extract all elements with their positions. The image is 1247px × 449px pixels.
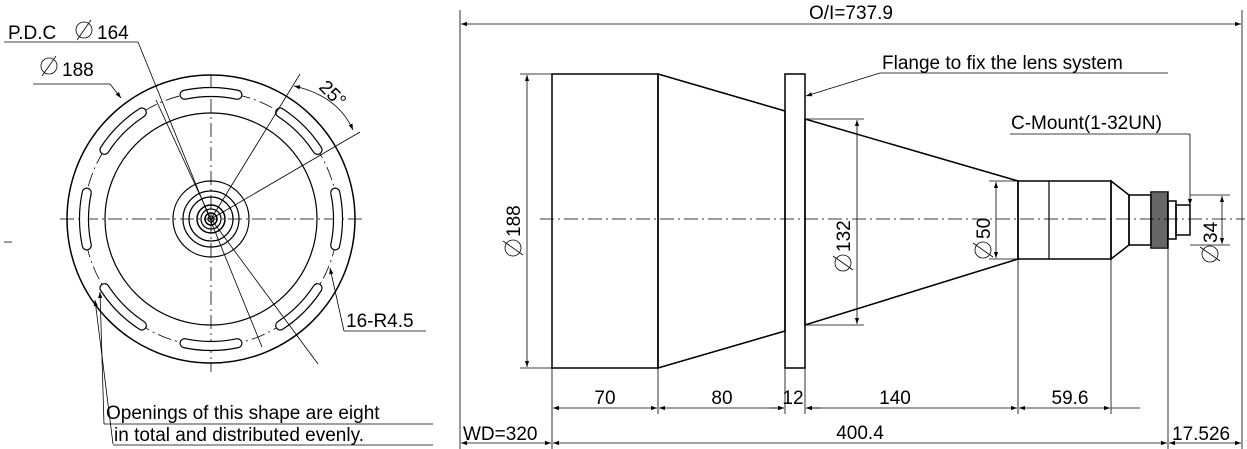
knurl-lines [1152, 193, 1168, 247]
seg80-label: 80 [711, 388, 732, 409]
inner-circle [104, 112, 318, 326]
angle-25-label: 25° [314, 77, 349, 112]
barrel-taper [1110, 179, 1130, 261]
oi-label: O/I=737.9 [809, 3, 893, 24]
mounting-flange [784, 73, 806, 369]
wd-label: WD=320 [463, 424, 537, 445]
pdc-value: 164 [97, 23, 129, 44]
front-cylinder [551, 73, 659, 369]
cmount-body [1128, 194, 1152, 246]
dim34-value: 34 [1201, 221, 1222, 243]
hub-circle-4 [196, 204, 226, 234]
dim132-label-group: 132 [832, 220, 855, 272]
dim188-label-group: 188 [502, 205, 525, 257]
dim50-value: 50 [974, 218, 995, 239]
angle-25-arc [293, 85, 354, 131]
cmount-note: C-Mount(1-32UN) [1011, 113, 1162, 134]
seg12-label: 12 [782, 388, 803, 409]
slot-opening [78, 187, 92, 251]
flange-note: Flange to fix the lens system [882, 53, 1123, 74]
angle-ray-4 [155, 99, 212, 220]
dim188-value: 188 [504, 205, 525, 237]
slot-openings [78, 86, 344, 352]
flange-note-leader [805, 72, 881, 97]
dim34-label-group: 34 [1199, 221, 1222, 263]
back-focal-label: 17.526 [1172, 424, 1230, 445]
dim50-label-group: 50 [972, 218, 995, 259]
slot-opening [99, 283, 147, 331]
radius-label: 16-R4.5 [346, 311, 414, 332]
dia188-value: 188 [62, 60, 94, 81]
dia188-diameter-symbol-icon [40, 55, 58, 77]
hub-circle-2 [182, 190, 240, 248]
slot-opening [275, 107, 323, 155]
seg70-label: 70 [594, 388, 615, 409]
total-400-label: 400.4 [836, 423, 884, 444]
side-view: O/I=737.9 188 [459, 3, 1245, 449]
cmount-step [1167, 200, 1177, 240]
openings-note-line2: in total and distributed evenly. [114, 425, 364, 446]
dia188-leader-diagonal [109, 83, 122, 99]
pdc-label: P.D.C [8, 23, 56, 44]
radius-leader-diagonal [329, 267, 345, 332]
front-cone [657, 73, 786, 369]
openings-note-line1: Openings of this shape are eight [106, 403, 380, 424]
hub-circle-5 [200, 208, 222, 230]
outer-circle [66, 74, 356, 364]
slot-opening [179, 338, 243, 352]
hub-circle-1 [172, 180, 250, 258]
slot-opening [275, 283, 323, 331]
angle-ray-1 [210, 73, 301, 220]
angle-ray-2 [210, 131, 361, 220]
cmount-thread [1175, 204, 1191, 236]
seg59-label: 59.6 [1052, 388, 1089, 409]
note-leader-2 [93, 299, 114, 445]
pdc-diameter-symbol-icon [75, 19, 93, 41]
slot-opening [99, 107, 147, 155]
hub-circle-6 [204, 212, 218, 226]
slot-opening [330, 187, 344, 251]
dim132-value: 132 [834, 220, 855, 252]
rear-barrel [1017, 180, 1112, 260]
angle-ray-3 [210, 218, 319, 365]
hub-circle-3 [188, 196, 234, 242]
seg140-label: 140 [879, 388, 911, 409]
slot-opening [179, 86, 243, 100]
front-view: P.D.C 164 188 25° 16-R4.5 Openings of [4, 19, 433, 446]
